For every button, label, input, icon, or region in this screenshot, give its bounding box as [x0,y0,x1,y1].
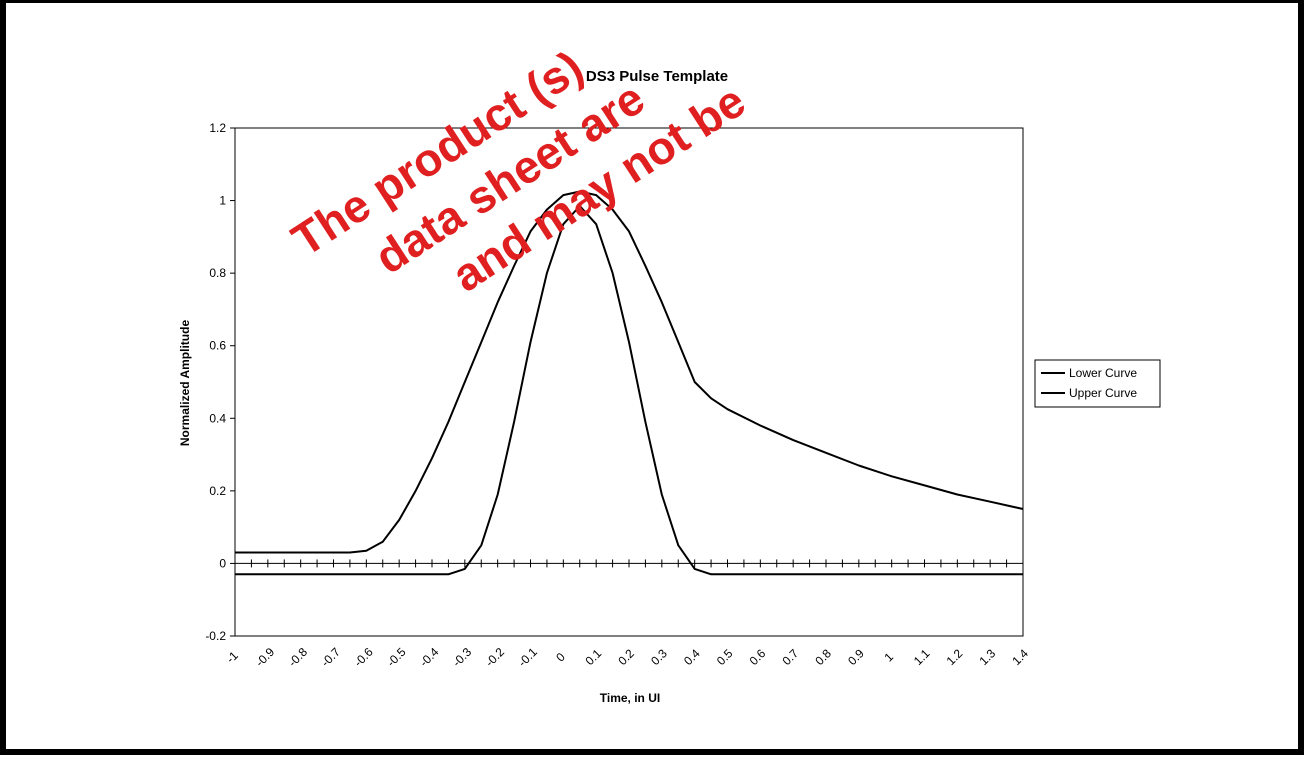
x-tick-label: -0.4 [417,645,442,670]
x-tick-label: -0.7 [318,645,343,670]
series-line-upper-curve [235,190,1024,554]
x-tick-label: 0 [553,650,568,665]
plot-area [234,127,1024,637]
y-tick-label: 0.2 [209,484,226,498]
x-ticks: -1 -0.9 -0.8 -0.7 -0.6 -0.5 -0.4 -0.3 -0.2 -0.1 0 0… [223,559,1031,669]
x-tick-label: -1 [223,648,241,666]
x-tick-label: 1.2 [944,646,966,668]
x-tick-label: 0.5 [714,646,736,668]
x-tick-label: 0.8 [812,646,834,668]
x-tick-label: -0.8 [286,645,311,670]
y-tick-label: 1.2 [209,121,226,135]
x-tick-label: 0.4 [681,646,703,668]
legend-label-lower: Lower Curve [1069,366,1137,380]
x-tick-label: -0.2 [483,645,508,670]
x-tick-label: 1.3 [976,646,998,668]
x-tick-label: -0.1 [515,645,540,670]
y-axis-title: Normalized Amplitude [178,320,192,447]
series-lines [235,190,1024,576]
y-tick-label: 0 [219,556,226,570]
watermark: The product (s) data sheet are and may n… [283,40,754,301]
legend-box [1034,359,1161,408]
x-tick-label: -0.5 [384,645,409,670]
x-axis-title: Time, in UI [600,691,660,705]
x-tick-label: 0.3 [648,646,670,668]
y-ticks: 1.2 1 0.8 0.6 0.4 0.2 0 -0.2 [205,121,235,643]
x-tick-label: 1 [882,650,897,665]
y-tick-label: -0.2 [205,629,226,643]
y-tick-label: 0.4 [209,411,226,425]
chart-title: DS3 Pulse Template [586,68,728,85]
y-tick-label: 0.6 [209,339,226,353]
x-tick-label: 0.6 [747,646,769,668]
x-tick-label: -0.6 [351,645,376,670]
x-tick-label: 0.1 [582,646,604,668]
y-tick-label: 0.8 [209,266,226,280]
x-tick-label: 0.2 [615,646,637,668]
x-tick-label: 1.4 [1009,646,1031,668]
x-tick-label: 0.9 [845,646,867,668]
legend: Lower Curve Upper Curve [1034,359,1161,408]
x-tick-label: 1.1 [911,646,933,668]
x-tick-label: -0.3 [450,645,475,670]
x-tick-label: 0.7 [779,646,801,668]
y-tick-label: 1 [219,194,226,208]
chart-svg: DS3 Pulse Template Normalized Amplitude … [178,40,1161,705]
legend-label-upper: Upper Curve [1069,386,1137,400]
x-tick-label: -0.9 [253,645,278,670]
series-line-lower-curve [235,205,1023,576]
